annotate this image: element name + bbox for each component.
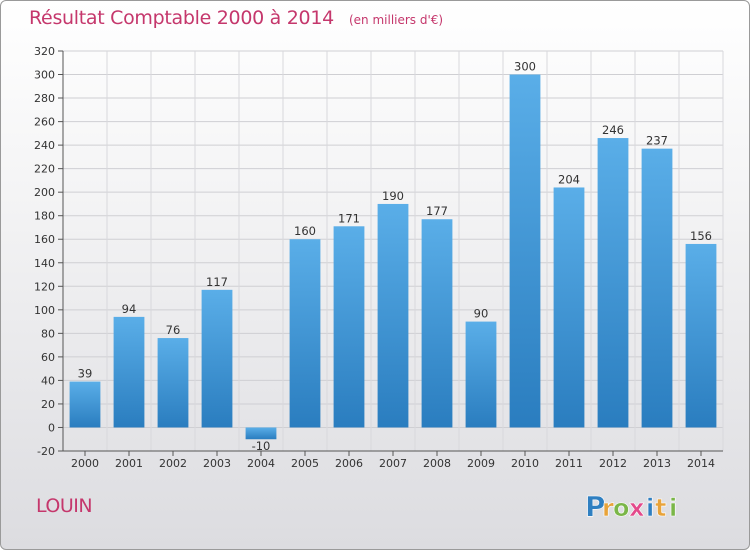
y-tick-label: 240 (34, 139, 55, 152)
value-label-2013: 237 (646, 134, 668, 148)
labels: 39 94 76 117 -10 160 171 190 177 90 300 204 246 237 15… (78, 60, 712, 454)
value-label-2005: 160 (294, 224, 316, 238)
y-tick-label: 260 (34, 116, 55, 129)
y-tick-label: 280 (34, 92, 55, 105)
x-tick-label-2013: 2013 (643, 457, 671, 470)
chart-subtitle: (en milliers d'€) (348, 13, 444, 27)
x-tick-label-2009: 2009 (467, 457, 495, 470)
y-tick-label: 100 (34, 304, 55, 317)
y-tick-label: 160 (34, 233, 55, 246)
logo-letter: P (585, 490, 606, 523)
commune-name: LOUIN (36, 495, 93, 517)
y-tick-label: 120 (34, 280, 55, 293)
value-label-2004: -10 (252, 439, 271, 453)
y-tick-label: 80 (41, 327, 55, 340)
logo-letter: t (655, 494, 666, 522)
value-label-2007: 190 (382, 189, 404, 203)
value-label-2009: 90 (474, 307, 489, 321)
logo-letter: i (669, 494, 677, 522)
logo-letter: x (629, 494, 645, 522)
y-tick-label: 20 (41, 398, 55, 411)
value-label-2012: 246 (602, 123, 624, 137)
x-tick-label-2012: 2012 (599, 457, 627, 470)
x-tick-label-2000: 2000 (71, 457, 99, 470)
bar-2008 (421, 219, 453, 428)
value-label-2008: 177 (426, 204, 448, 218)
logo-letter: i (646, 494, 654, 522)
value-label-2000: 39 (78, 367, 93, 381)
bar-2012 (597, 138, 629, 428)
logo-letter: r (602, 494, 614, 522)
chart-title-row: Résultat Comptable 2000 à 2014 (en milli… (29, 7, 443, 29)
x-tick-label-2002: 2002 (159, 457, 187, 470)
value-label-2011: 204 (558, 172, 580, 186)
bar-2010 (509, 74, 541, 428)
proxiti-logo[interactable]: Pr o x i t i (581, 485, 691, 525)
bar-2001 (113, 316, 145, 428)
bar-2000 (69, 381, 101, 428)
value-label-2001: 94 (122, 302, 137, 316)
bar-2003 (201, 289, 233, 428)
y-tick-label: 200 (34, 186, 55, 199)
value-label-2010: 300 (514, 60, 536, 74)
value-label-2003: 117 (206, 275, 228, 289)
bars (69, 74, 717, 440)
y-tick-label: 60 (41, 351, 55, 364)
y-tick-label: 40 (41, 374, 55, 387)
bar-2002 (157, 338, 189, 428)
y-tick-label: 140 (34, 257, 55, 270)
y-tick-label: 320 (34, 45, 55, 58)
y-tick-label: -20 (37, 445, 55, 458)
x-tick-label-2004: 2004 (247, 457, 275, 470)
x-tick-label-2007: 2007 (379, 457, 407, 470)
y-tick-label: 220 (34, 163, 55, 176)
value-label-2014: 156 (690, 229, 712, 243)
x-tick-label-2008: 2008 (423, 457, 451, 470)
bar-2007 (377, 203, 409, 428)
y-tick-label: 180 (34, 210, 55, 223)
bar-2013 (641, 148, 673, 428)
chart-title: Résultat Comptable 2000 à 2014 (29, 7, 334, 29)
bar-2005 (289, 239, 321, 428)
x-tick-label-2006: 2006 (335, 457, 363, 470)
y-tick-label: 0 (48, 421, 55, 434)
x-tick-label-2011: 2011 (555, 457, 583, 470)
x-tick-label-2014: 2014 (687, 457, 715, 470)
logo-letter: o (613, 494, 630, 522)
x-tick-label-2005: 2005 (291, 457, 319, 470)
value-label-2002: 76 (166, 323, 181, 337)
bar-2009 (465, 321, 497, 428)
bar-2006 (333, 226, 365, 428)
bar-2011 (553, 187, 585, 428)
x-tick-label-2003: 2003 (203, 457, 231, 470)
x-tick-label-2010: 2010 (511, 457, 539, 470)
y-tick-label: 300 (34, 69, 55, 82)
value-label-2006: 171 (338, 211, 360, 225)
bar-2014 (685, 243, 717, 428)
axes: -20 0 20 40 60 80 100 120 140 160 180 200 220 240 260 2… (34, 45, 723, 470)
bar-2004 (245, 427, 277, 440)
x-tick-label-2001: 2001 (115, 457, 143, 470)
